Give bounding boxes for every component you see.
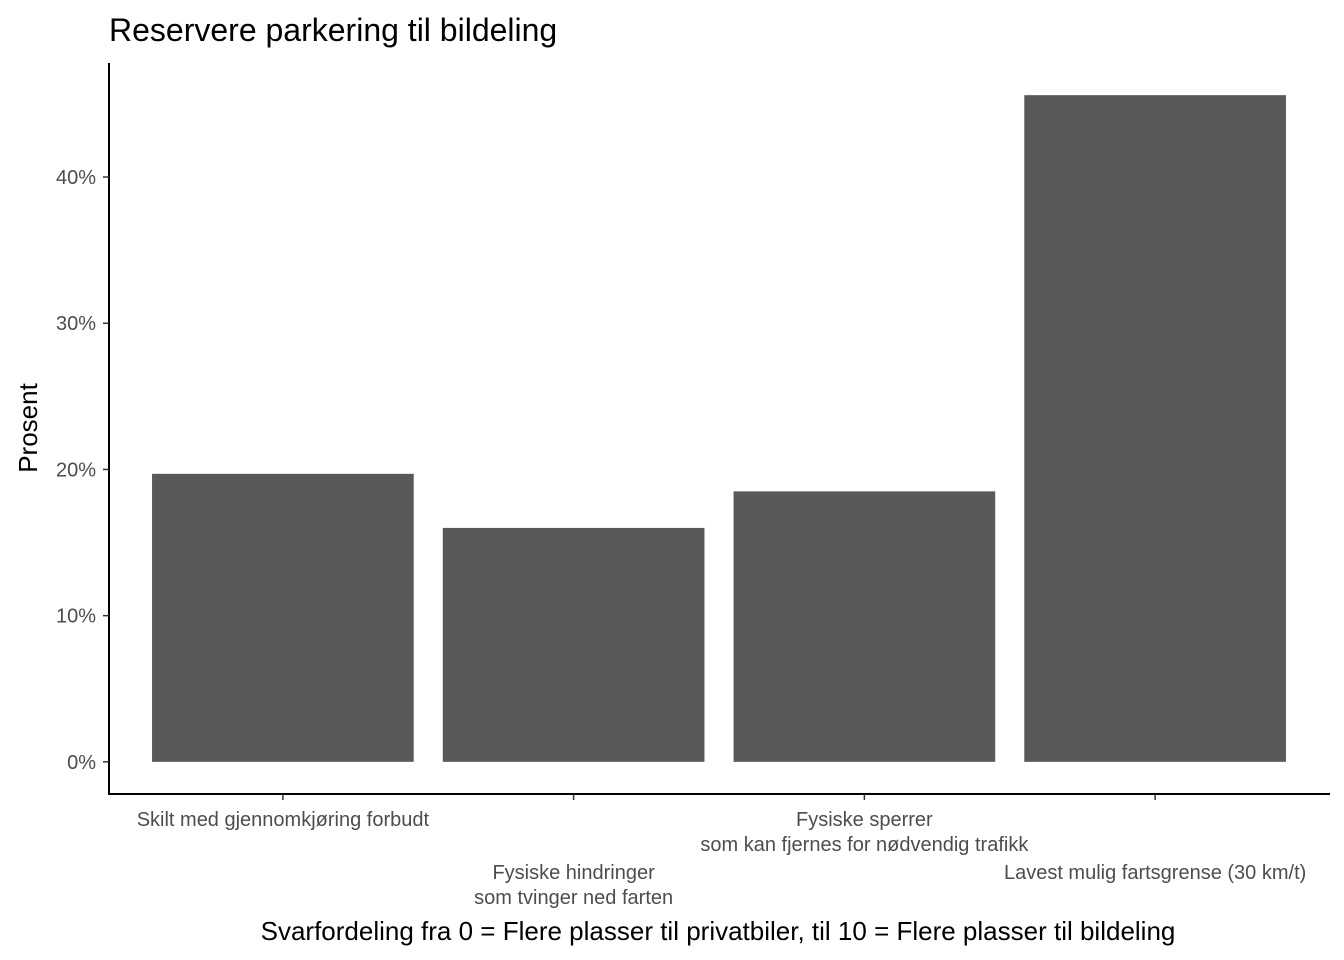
bar bbox=[152, 473, 414, 762]
x-axis: Skilt med gjennomkjøring forbudt Fysiske … bbox=[108, 793, 1330, 909]
x-tick-label: Fysiske sperrer som kan fjernes for nødve… bbox=[700, 809, 1029, 856]
x-tick-label: Fysiske hindringer som tvinger ned farten bbox=[474, 862, 673, 909]
x-tick-label: Skilt med gjennomkjøring forbudt bbox=[137, 809, 430, 831]
y-tick-label: 10% bbox=[56, 606, 96, 628]
bars bbox=[152, 95, 1286, 762]
y-axis-title: Prosent bbox=[13, 382, 43, 472]
y-axis: 0% 10% 20% 30% 40% bbox=[56, 63, 110, 795]
bar bbox=[733, 491, 996, 762]
y-tick-label: 0% bbox=[67, 752, 96, 774]
bar bbox=[1024, 95, 1286, 762]
y-tick-label: 20% bbox=[56, 459, 96, 481]
x-tick-label: Lavest mulig fartsgrense (30 km/t) bbox=[1004, 862, 1306, 884]
y-tick-label: 30% bbox=[56, 313, 96, 335]
bar bbox=[442, 527, 705, 762]
x-axis-title: Svarfordeling fra 0 = Flere plasser til … bbox=[261, 916, 1176, 946]
chart-title: Reservere parkering til bildeling bbox=[109, 12, 557, 48]
y-tick-label: 40% bbox=[56, 167, 96, 189]
